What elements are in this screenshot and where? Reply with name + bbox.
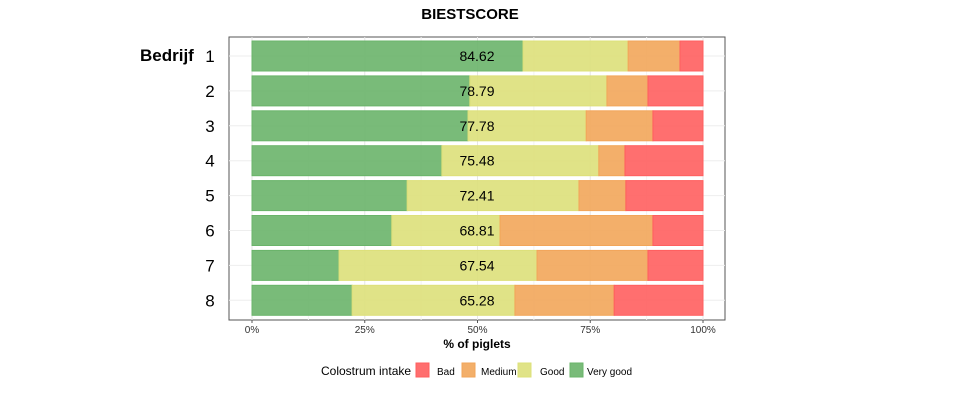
bar-medium bbox=[627, 40, 681, 72]
x-tick-label: 25% bbox=[355, 325, 375, 336]
bar-medium bbox=[598, 145, 626, 177]
bar-bad bbox=[613, 284, 704, 316]
score-label: 65.28 bbox=[459, 292, 494, 308]
score-label: 68.81 bbox=[459, 223, 494, 239]
bar-bad bbox=[647, 75, 704, 107]
score-label: 77.78 bbox=[459, 118, 494, 134]
bar-very-good bbox=[251, 40, 524, 72]
legend-key-medium bbox=[461, 362, 476, 378]
bar-bad bbox=[652, 215, 704, 246]
bar-good bbox=[467, 110, 587, 142]
chart-title: BIESTSCORE bbox=[421, 6, 519, 23]
x-tick-label: 100% bbox=[690, 325, 716, 336]
legend: Colostrum intake Bad Medium Good Very good bbox=[321, 362, 632, 378]
bar-very-good bbox=[251, 145, 443, 177]
bar-good bbox=[351, 284, 516, 316]
legend-label: Good bbox=[540, 367, 564, 378]
y-tick-label: 6 bbox=[205, 222, 214, 241]
legend-label: Very good bbox=[587, 367, 632, 378]
score-label: 78.79 bbox=[459, 83, 494, 99]
bar-very-good bbox=[251, 249, 340, 281]
bar-good bbox=[522, 40, 629, 72]
bar-bad bbox=[652, 110, 704, 142]
bar-bad bbox=[679, 40, 704, 72]
x-tick-label: 75% bbox=[580, 325, 600, 336]
legend-key-bad bbox=[415, 362, 430, 378]
legend-title: Colostrum intake bbox=[321, 364, 411, 378]
bar-very-good bbox=[251, 110, 469, 142]
score-label: 67.54 bbox=[459, 257, 494, 273]
y-tick-label: 1 bbox=[205, 47, 214, 66]
y-tick-label: 2 bbox=[205, 82, 214, 101]
x-tick-label: 50% bbox=[467, 325, 487, 336]
y-tick-label: 8 bbox=[205, 291, 214, 310]
x-tick-labels: 0% 25% 50% 75% 100% bbox=[245, 320, 716, 336]
legend-key-good bbox=[517, 362, 532, 378]
bar-very-good bbox=[251, 284, 353, 316]
y-tick-label: 7 bbox=[205, 256, 214, 275]
bar-medium bbox=[606, 75, 649, 107]
score-label: 75.48 bbox=[459, 153, 494, 169]
y-tick-label: 3 bbox=[205, 117, 214, 136]
bar-medium bbox=[514, 284, 615, 316]
legend-key-very-good bbox=[569, 362, 584, 378]
x-tick-label: 0% bbox=[245, 325, 260, 336]
bar-very-good bbox=[251, 180, 408, 212]
bar-very-good bbox=[251, 75, 471, 107]
bars bbox=[251, 40, 704, 316]
bar-good bbox=[338, 249, 538, 281]
legend-label: Medium bbox=[481, 367, 517, 378]
y-axis-label: Bedrijf bbox=[140, 46, 194, 65]
bar-bad bbox=[647, 249, 704, 281]
bar-good bbox=[469, 75, 608, 107]
y-tick-label: 5 bbox=[205, 187, 214, 206]
bar-good bbox=[391, 215, 501, 246]
bar-bad bbox=[625, 180, 704, 212]
x-axis-label: % of piglets bbox=[443, 337, 511, 351]
legend-label: Bad bbox=[437, 367, 455, 378]
bar-bad bbox=[624, 145, 704, 177]
score-label: 84.62 bbox=[459, 48, 494, 64]
y-tick-labels: 1 2 3 4 5 6 7 8 bbox=[205, 47, 214, 310]
bar-good bbox=[406, 180, 580, 212]
bar-medium bbox=[499, 215, 654, 246]
bar-medium bbox=[578, 180, 627, 212]
bar-very-good bbox=[251, 215, 393, 246]
bar-medium bbox=[536, 249, 649, 281]
y-tick-label: 4 bbox=[205, 152, 214, 171]
bar-medium bbox=[585, 110, 654, 142]
bar-good bbox=[441, 145, 600, 177]
score-labels: 84.62 78.79 77.78 75.48 72.41 68.81 67.54 65.28 bbox=[459, 48, 494, 308]
score-label: 72.41 bbox=[459, 188, 494, 204]
